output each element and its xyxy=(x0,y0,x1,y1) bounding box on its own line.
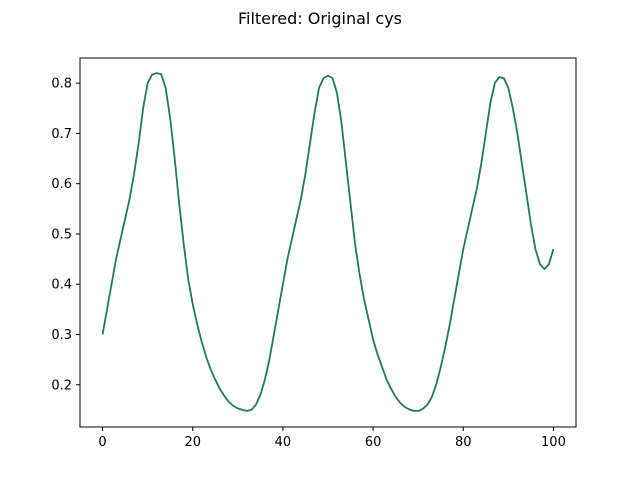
series-line xyxy=(101,72,555,412)
y-tick-label: 0.5 xyxy=(51,227,72,242)
x-tick-label: 20 xyxy=(184,435,201,450)
x-tick-label: 80 xyxy=(455,435,472,450)
y-tick-label: 0.4 xyxy=(51,278,72,293)
y-tick-label: 0.6 xyxy=(51,177,72,192)
y-tick-label: 0.7 xyxy=(51,127,72,142)
y-tick-label: 0.8 xyxy=(51,77,72,92)
x-tick-label: 40 xyxy=(275,435,292,450)
x-tick-label: 0 xyxy=(98,435,106,450)
axes-frame xyxy=(79,57,577,428)
x-tick-label: 60 xyxy=(365,435,382,450)
chart-title: Filtered: Original cys xyxy=(238,9,402,28)
x-tick-label: 100 xyxy=(541,435,566,450)
plot-area: 0 20 40 60 80 100 0.2 0.3 0.4 0.5 0.6 0.7 0.8 xyxy=(51,72,566,450)
y-tick-label: 0.3 xyxy=(51,328,72,343)
y-tick-label: 0.2 xyxy=(51,378,72,393)
